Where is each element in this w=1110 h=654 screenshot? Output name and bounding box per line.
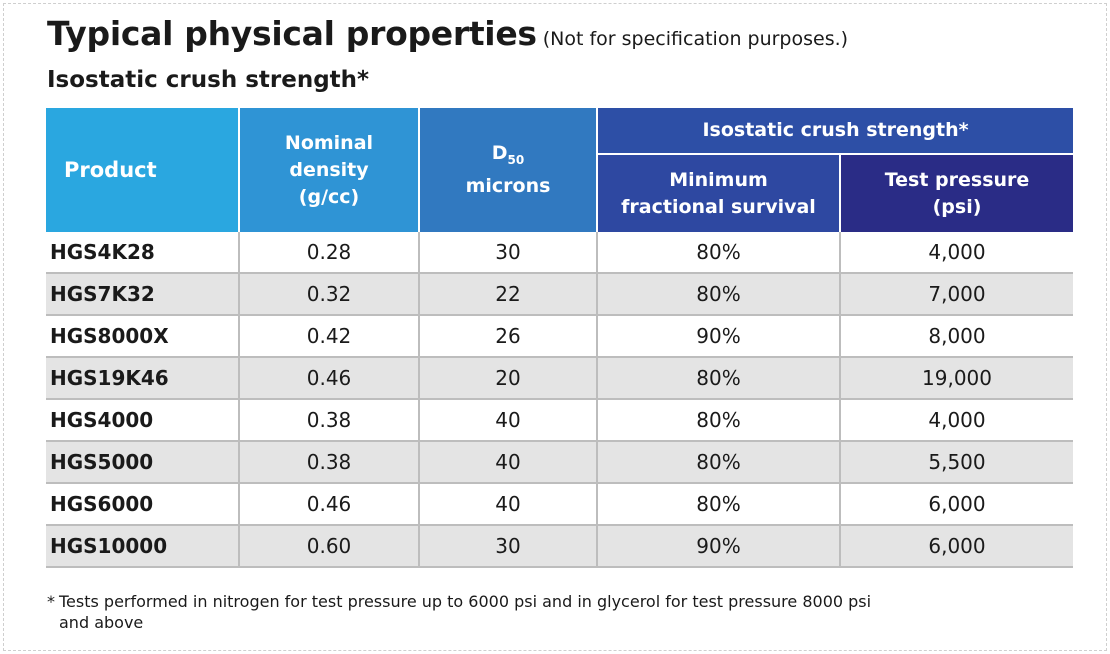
table-row: HGS19K46 0.46 20 80% 19,000	[46, 357, 1074, 400]
cell-product: HGS6000	[46, 483, 240, 526]
cell-product: HGS8000X	[46, 315, 240, 358]
table-row: HGS4000 0.38 40 80% 4,000	[46, 399, 1074, 442]
cell-product: HGS4K28	[46, 232, 240, 274]
cell-survival: 80%	[597, 441, 841, 484]
table-row: HGS8000X 0.42 26 90% 8,000	[46, 315, 1074, 358]
header-d50-line1: D50	[420, 140, 596, 174]
page-frame	[3, 3, 1107, 651]
cell-survival: 80%	[597, 357, 841, 400]
cell-pressure: 6,000	[840, 525, 1074, 568]
header-density-line3: (g/cc)	[298, 185, 360, 208]
cell-density: 0.60	[239, 525, 420, 568]
cell-d50: 30	[419, 525, 598, 568]
cell-product: HGS5000	[46, 441, 240, 484]
table-row: HGS10000 0.60 30 90% 6,000	[46, 525, 1074, 568]
cell-pressure: 6,000	[840, 483, 1074, 526]
properties-table: Product Nominal density (g/cc) D50 micro…	[46, 108, 1074, 568]
header-density-line1: Nominal	[284, 131, 374, 154]
cell-d50: 30	[419, 232, 598, 274]
footnote-line1: * Tests performed in nitrogen for test pr…	[47, 591, 1027, 612]
cell-d50: 40	[419, 441, 598, 484]
header-d50-main: D	[491, 141, 508, 164]
footnote: * Tests performed in nitrogen for test pr…	[47, 591, 1027, 633]
cell-d50: 20	[419, 357, 598, 400]
cell-density: 0.38	[239, 441, 420, 484]
cell-density: 0.42	[239, 315, 420, 358]
header-min-survival: Minimum fractional survival	[597, 154, 841, 232]
cell-product: HGS7K32	[46, 273, 240, 316]
header-test-line1: Test pressure	[884, 168, 1030, 191]
page-title: Typical physical properties	[47, 14, 537, 53]
title-note: (Not for specification purposes.)	[542, 28, 849, 50]
table-row: HGS4K28 0.28 30 80% 4,000	[46, 232, 1074, 274]
header-d50-subscript: 50	[507, 152, 525, 167]
cell-density: 0.38	[239, 399, 420, 442]
cell-pressure: 4,000	[840, 232, 1074, 274]
cell-d50: 22	[419, 273, 598, 316]
cell-product: HGS10000	[46, 525, 240, 568]
cell-density: 0.46	[239, 357, 420, 400]
cell-survival: 80%	[597, 399, 841, 442]
header-density-line2: density	[289, 158, 369, 181]
cell-survival: 80%	[597, 232, 841, 274]
cell-pressure: 19,000	[840, 357, 1074, 400]
cell-pressure: 5,500	[840, 441, 1074, 484]
section-subtitle: Isostatic crush strength*	[47, 67, 370, 93]
cell-product: HGS4000	[46, 399, 240, 442]
cell-survival: 80%	[597, 483, 841, 526]
header-group-crush-strength: Isostatic crush strength*	[597, 108, 1074, 155]
header-test-pressure: Test pressure (psi)	[840, 154, 1074, 232]
header-d50-line2: microns	[465, 175, 551, 198]
header-min-line2: fractional survival	[621, 195, 816, 218]
title-row: Typical physical properties (Not for spec…	[47, 14, 848, 53]
footnote-text-line2: and above	[59, 613, 144, 632]
cell-density: 0.32	[239, 273, 420, 316]
cell-product: HGS19K46	[46, 357, 240, 400]
header-product: Product	[46, 108, 240, 232]
footnote-text-line1: Tests performed in nitrogen for test pre…	[59, 592, 872, 611]
cell-pressure: 4,000	[840, 399, 1074, 442]
table-row: HGS5000 0.38 40 80% 5,500	[46, 441, 1074, 484]
cell-d50: 26	[419, 315, 598, 358]
cell-pressure: 7,000	[840, 273, 1074, 316]
table-row: HGS6000 0.46 40 80% 6,000	[46, 483, 1074, 526]
footnote-asterisk: *	[47, 592, 55, 611]
cell-survival: 90%	[597, 315, 841, 358]
cell-d50: 40	[419, 483, 598, 526]
header-test-line2: (psi)	[932, 195, 982, 218]
cell-density: 0.28	[239, 232, 420, 274]
cell-d50: 40	[419, 399, 598, 442]
cell-density: 0.46	[239, 483, 420, 526]
cell-pressure: 8,000	[840, 315, 1074, 358]
cell-survival: 80%	[597, 273, 841, 316]
table-row: HGS7K32 0.32 22 80% 7,000	[46, 273, 1074, 316]
cell-survival: 90%	[597, 525, 841, 568]
header-density: Nominal density (g/cc)	[239, 108, 420, 232]
header-min-line1: Minimum	[669, 168, 768, 191]
header-d50: D50 microns	[419, 108, 598, 232]
